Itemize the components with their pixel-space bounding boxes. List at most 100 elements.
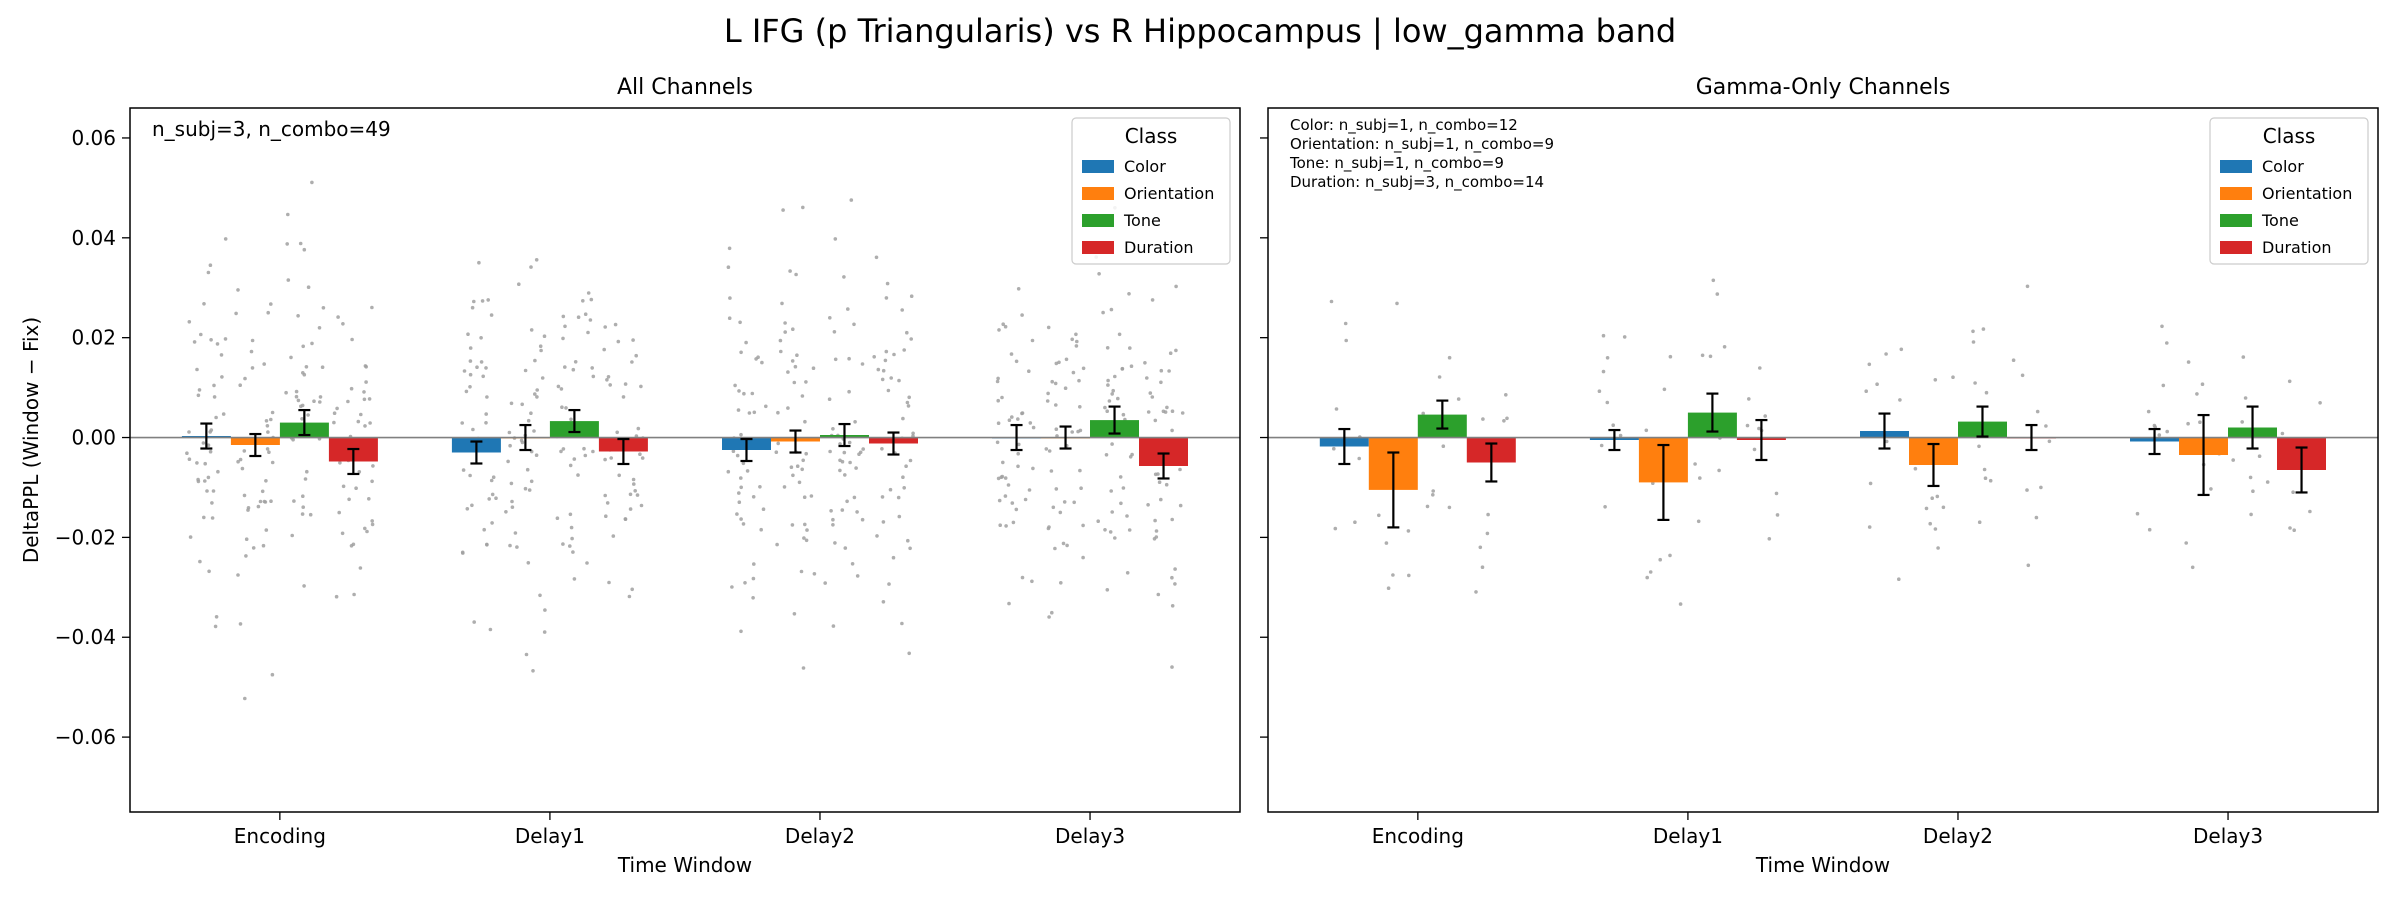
scatter-point bbox=[303, 477, 308, 481]
scatter-point bbox=[504, 510, 508, 514]
scatter-point bbox=[195, 367, 199, 372]
scatter-point bbox=[900, 308, 904, 312]
scatter-point bbox=[318, 395, 323, 399]
scatter-point bbox=[1047, 449, 1052, 453]
scatter-point bbox=[187, 430, 191, 434]
scatter-point bbox=[515, 545, 519, 549]
scatter-point bbox=[1425, 504, 1430, 509]
scatter-point bbox=[791, 327, 795, 332]
scatter-point bbox=[266, 430, 270, 434]
scatter-point bbox=[854, 466, 858, 470]
scatter-point bbox=[1001, 460, 1005, 465]
scatter-point bbox=[1897, 577, 1901, 581]
scatter-point bbox=[1105, 409, 1109, 414]
scatter-point bbox=[1047, 525, 1051, 529]
scatter-point bbox=[735, 512, 739, 516]
scatter-point bbox=[2190, 565, 2195, 570]
scatter-point bbox=[1173, 567, 1177, 571]
scatter-point bbox=[487, 497, 492, 501]
scatter-point bbox=[310, 341, 314, 346]
scatter-point bbox=[1117, 332, 1122, 337]
scatter-point bbox=[571, 550, 575, 554]
scatter-point bbox=[215, 342, 220, 346]
scatter-point bbox=[608, 383, 612, 387]
scatter-point bbox=[359, 412, 363, 417]
scatter-point bbox=[1605, 356, 1610, 360]
scatter-point bbox=[363, 424, 367, 428]
error-bar bbox=[2148, 427, 2161, 456]
scatter-point bbox=[1668, 553, 1672, 558]
scatter-point bbox=[639, 503, 644, 508]
scatter-point bbox=[563, 365, 567, 369]
scatter-point bbox=[1601, 369, 1606, 374]
scatter-point bbox=[905, 330, 909, 335]
scatter-point bbox=[751, 596, 755, 600]
scatter-point bbox=[570, 536, 574, 541]
scatter-point bbox=[1017, 442, 1021, 447]
scatter-point bbox=[602, 347, 606, 352]
scatter-point bbox=[1758, 366, 1762, 370]
scatter-point bbox=[901, 416, 905, 421]
scatter-point bbox=[832, 330, 837, 334]
scatter-point bbox=[804, 538, 809, 543]
x-tick-label: Delay1 bbox=[1653, 824, 1723, 848]
scatter-point bbox=[484, 421, 488, 425]
scatter-point bbox=[519, 438, 524, 443]
error-bar bbox=[1338, 427, 1351, 466]
scatter-point bbox=[737, 491, 741, 495]
scatter-point bbox=[2287, 379, 2292, 384]
scatter-point bbox=[185, 451, 189, 456]
scatter-point bbox=[801, 205, 805, 210]
scatter-point bbox=[1421, 411, 1425, 416]
scatter-point bbox=[249, 349, 254, 354]
scatter-point bbox=[535, 395, 539, 399]
scatter-point bbox=[1001, 322, 1005, 327]
scatter-point bbox=[206, 443, 211, 448]
scatter-point bbox=[884, 349, 889, 354]
scatter-point bbox=[2231, 458, 2235, 462]
scatter-point bbox=[855, 510, 859, 514]
scatter-point bbox=[586, 330, 590, 335]
x-tick-label: Delay1 bbox=[515, 824, 585, 848]
scatter-point bbox=[210, 501, 214, 505]
x-tick-label: Delay3 bbox=[1055, 824, 1125, 848]
scatter-point bbox=[341, 484, 346, 489]
scatter-point bbox=[855, 574, 860, 578]
scatter-point bbox=[883, 358, 888, 363]
scatter-point bbox=[794, 272, 798, 277]
scatter-point bbox=[221, 412, 226, 416]
scatter-point bbox=[196, 393, 201, 398]
scatter-point bbox=[1096, 519, 1100, 523]
scatter-point bbox=[1079, 486, 1083, 491]
scatter-point bbox=[223, 237, 228, 241]
plot-frame bbox=[1267, 107, 2379, 813]
scatter-point bbox=[354, 486, 358, 491]
scatter-point bbox=[996, 398, 1000, 403]
scatter-point bbox=[1097, 272, 1101, 276]
scatter-point bbox=[491, 475, 496, 480]
scatter-point bbox=[332, 411, 337, 416]
scatter-point bbox=[843, 546, 848, 550]
scatter-point bbox=[630, 360, 634, 364]
scatter-point bbox=[490, 521, 494, 525]
scatter-point bbox=[527, 488, 532, 492]
error-bar bbox=[1927, 442, 1940, 488]
scatter-point bbox=[828, 449, 832, 454]
scatter-point bbox=[1045, 399, 1050, 403]
scatter-point bbox=[801, 666, 806, 670]
scatter-point bbox=[321, 306, 326, 310]
scatter-point bbox=[842, 450, 847, 455]
scatter-point bbox=[1148, 391, 1153, 395]
scatter-point bbox=[1757, 426, 1761, 431]
error-bar bbox=[1755, 418, 1768, 462]
scatter-point bbox=[1168, 351, 1173, 356]
panel-gamma-only-channels: Gamma-Only Channels Encoding Delay1 Delay2 D… bbox=[1260, 75, 2379, 877]
scatter-point bbox=[367, 397, 372, 401]
scatter-point bbox=[364, 380, 368, 384]
scatter-point bbox=[804, 451, 808, 456]
scatter-point bbox=[1167, 369, 1171, 373]
scatter-point bbox=[628, 507, 633, 511]
scatter-point bbox=[881, 368, 886, 373]
scatter-point bbox=[1081, 555, 1085, 560]
